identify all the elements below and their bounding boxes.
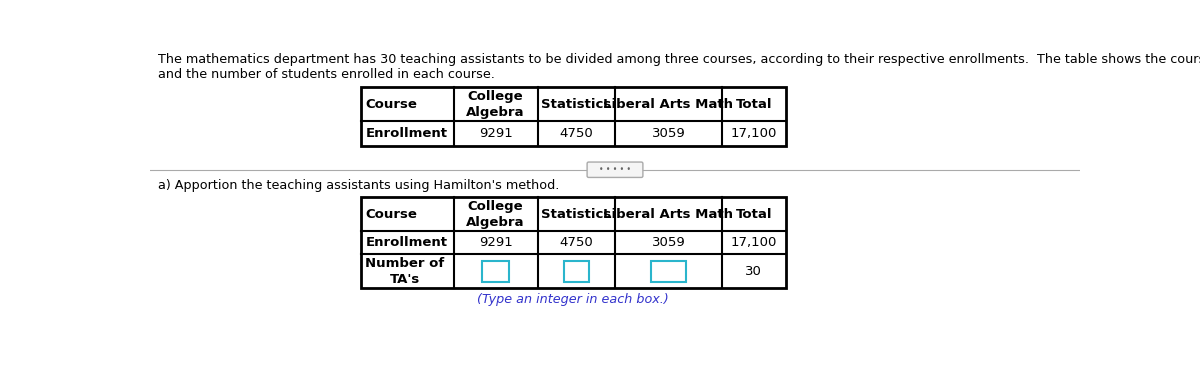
FancyBboxPatch shape [587, 162, 643, 177]
Text: Course: Course [366, 208, 418, 221]
Text: 9291: 9291 [479, 236, 512, 249]
Text: 3059: 3059 [652, 236, 685, 249]
Bar [361, 198, 786, 288]
Bar [564, 261, 589, 282]
Text: 17,100: 17,100 [731, 236, 776, 249]
Text: 4750: 4750 [559, 236, 593, 249]
Text: Number of
TA's: Number of TA's [366, 257, 445, 286]
Text: (Type an integer in each box.): (Type an integer in each box.) [478, 293, 670, 306]
Text: Enrollment: Enrollment [366, 127, 448, 140]
Text: Enrollment: Enrollment [366, 236, 448, 249]
Text: The mathematics department has 30 teaching assistants to be divided among three : The mathematics department has 30 teachi… [157, 53, 1200, 81]
Text: Liberal Arts Math: Liberal Arts Math [604, 208, 733, 221]
Text: Liberal Arts Math: Liberal Arts Math [604, 98, 733, 111]
Text: Total: Total [736, 98, 772, 111]
Bar [361, 87, 786, 146]
Text: 17,100: 17,100 [731, 127, 776, 140]
Text: College
Algebra: College Algebra [467, 90, 524, 119]
Text: 3059: 3059 [652, 127, 685, 140]
Text: 4750: 4750 [559, 127, 593, 140]
Text: Statistics: Statistics [541, 98, 611, 111]
Text: a) Apportion the teaching assistants using Hamilton's method.: a) Apportion the teaching assistants usi… [157, 179, 559, 192]
Text: • • • • •: • • • • • [599, 165, 631, 174]
Bar [482, 261, 509, 282]
Text: Statistics: Statistics [541, 208, 611, 221]
Text: 30: 30 [745, 265, 762, 278]
Text: Course: Course [366, 98, 418, 111]
Text: 9291: 9291 [479, 127, 512, 140]
Text: College
Algebra: College Algebra [467, 200, 524, 229]
Bar [652, 261, 685, 282]
Text: Total: Total [736, 208, 772, 221]
